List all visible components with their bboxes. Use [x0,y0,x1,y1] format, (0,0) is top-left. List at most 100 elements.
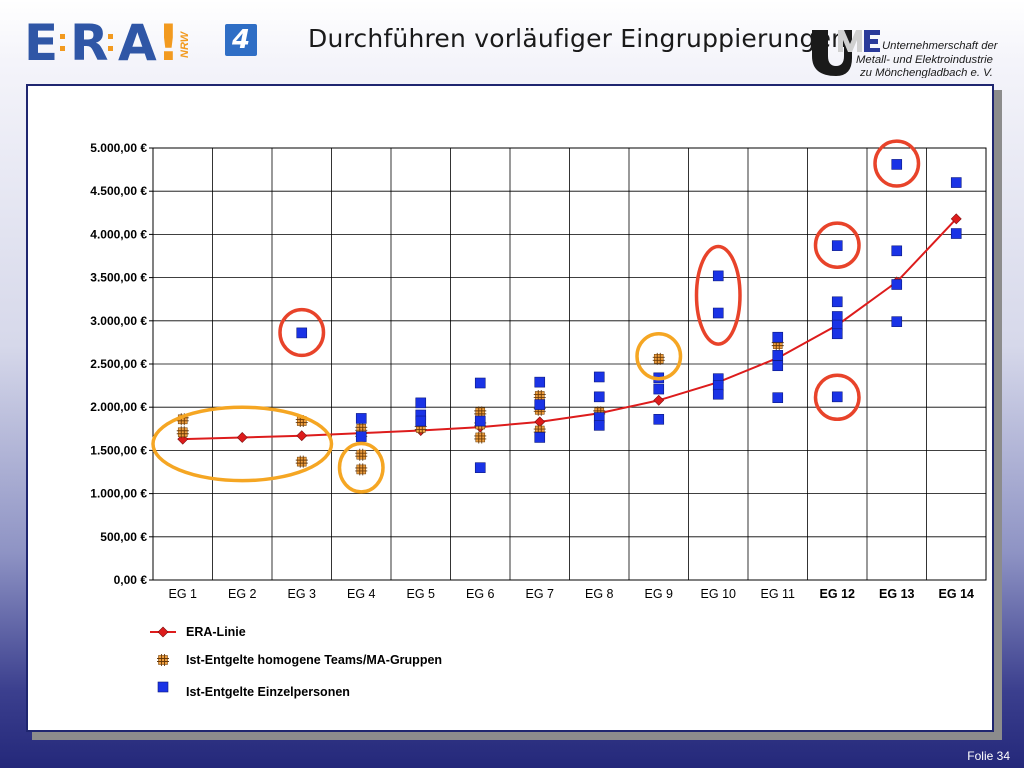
teams-point-hash [533,424,546,437]
teams-point-hash [355,448,368,461]
highlight-circle [635,332,683,381]
chart: 0,00 € 500,00 € 1.000,00 € 1.500,00 € 2.000,… [90,139,987,699]
legend-item-individuals: Ist-Entgelte Einzelpersonen [157,681,350,699]
individual-point [772,360,784,372]
individual-point [474,415,486,427]
individual-point [891,316,903,327]
teams-point [355,463,368,476]
individual-point [831,296,843,308]
individual-point [593,420,605,431]
y-tick-label: 0,00 € [114,573,148,587]
teams-point-hash [474,406,487,419]
x-category-label: EG 12 [820,587,855,601]
ume-u-mark [812,30,852,76]
slide-number-badge: 4 [225,24,257,56]
highlight-circle [337,441,385,494]
y-tick-label: 3.500,00 € [90,271,147,285]
logo-dot [108,46,113,51]
y-tick-label: 4.000,00 € [90,227,147,241]
ume-line-2: Metall- und Elektroindustrie [856,54,993,66]
logo-dot [108,34,113,39]
teams-point-box [653,354,664,364]
individual-point [891,279,903,290]
slide-header: E R A ! NRW 4 Durchführen vorläufiger Ei… [0,0,1024,80]
teams-point-hash [414,421,427,434]
x-category-label: EG 5 [407,587,436,601]
legend-item-teams: Ist-Entgelte homogene Teams/MA-Gruppen [157,653,442,667]
x-category-label: EG 3 [288,587,317,601]
teams-point [355,448,368,461]
individual-point [593,371,605,383]
x-category-label: EG 6 [466,587,495,601]
x-category-label: EG 14 [939,587,974,601]
x-category-label: EG 13 [879,587,914,601]
x-category-label: EG 2 [228,587,257,601]
teams-point-box [475,407,486,418]
individuals-series [296,159,962,473]
individual-point [415,415,427,427]
highlight-circles [151,139,921,494]
individual-point [593,391,605,403]
teams-point-box [177,427,188,438]
logo-exclaim: ! [157,14,180,66]
x-category-label: EG 10 [701,587,736,601]
logo-dot [60,46,65,51]
y-tick-label: 2.500,00 € [90,357,147,371]
individual-point [950,228,962,239]
legend-individuals-swatch [157,681,169,693]
teams-point [176,426,189,439]
y-tick-label: 5.000,00 € [90,141,147,155]
era-line-point [653,394,665,406]
x-category-label: EG 11 [760,587,795,601]
teams-point-box [158,655,168,665]
legend-label-era-line: ERA-Linie [186,625,246,639]
individual-point [831,391,843,403]
y-tick-label: 500,00 € [100,530,147,544]
logo-letter-r: R [70,14,109,66]
individual-point [355,431,367,442]
individual-point [415,397,427,409]
individual-point [831,240,843,251]
era-line-point [236,432,248,443]
teams-point-box [356,464,367,475]
y-tick-label: 1.000,00 € [90,487,147,501]
individual-point [891,245,903,257]
individual-point [831,328,843,340]
highlight-circle [694,244,742,346]
era-line-point [534,416,546,428]
teams-point-box [534,391,545,401]
y-tick-label: 2.000,00 € [90,400,147,414]
y-axis: 0,00 € 500,00 € 1.000,00 € 1.500,00 € 2.000,… [90,141,153,587]
x-category-label: EG 8 [585,587,614,601]
slide-title: Durchführen vorläufiger Eingruppierungen [308,24,848,53]
teams-point [474,431,487,444]
individual-point [534,399,546,410]
individual-point [653,413,665,425]
x-category-label: EG 9 [645,587,674,601]
x-category-label: EG 4 [347,587,376,601]
teams-point-hash [157,654,169,666]
highlight-circle [813,373,861,422]
y-tick-label: 3.000,00 € [90,314,147,328]
teams-point-hash [533,389,546,402]
legend-diamond-swatch [157,626,169,638]
x-axis: EG 1 EG 2 EG 3 EG 4 EG 5 EG 6 EG 7 EG 8 EG 9 EG 1… [169,587,975,601]
teams-series [176,338,784,476]
ume-line-1: Unternehmerschaft der [882,40,999,52]
era-line-path [182,218,957,441]
teams-point-hash [295,455,308,468]
logo-nrw: NRW [179,30,191,58]
individual-point [950,177,962,188]
highlight-circle [151,405,334,483]
legend-teams-swatch [157,654,169,666]
legend-label-teams: Ist-Entgelte homogene Teams/MA-Gruppen [186,653,442,667]
teams-point-box [475,432,486,443]
teams-point-box [356,449,367,460]
individual-point [772,392,784,403]
individual-point [712,388,724,400]
teams-point [295,455,308,468]
chart-grid [152,147,987,581]
legend: ERA-Linie Ist-Entgelte homogene Teams/MA… [150,625,442,699]
individual-point [653,383,665,395]
era-nrw-logo: E R A ! NRW [24,14,191,66]
